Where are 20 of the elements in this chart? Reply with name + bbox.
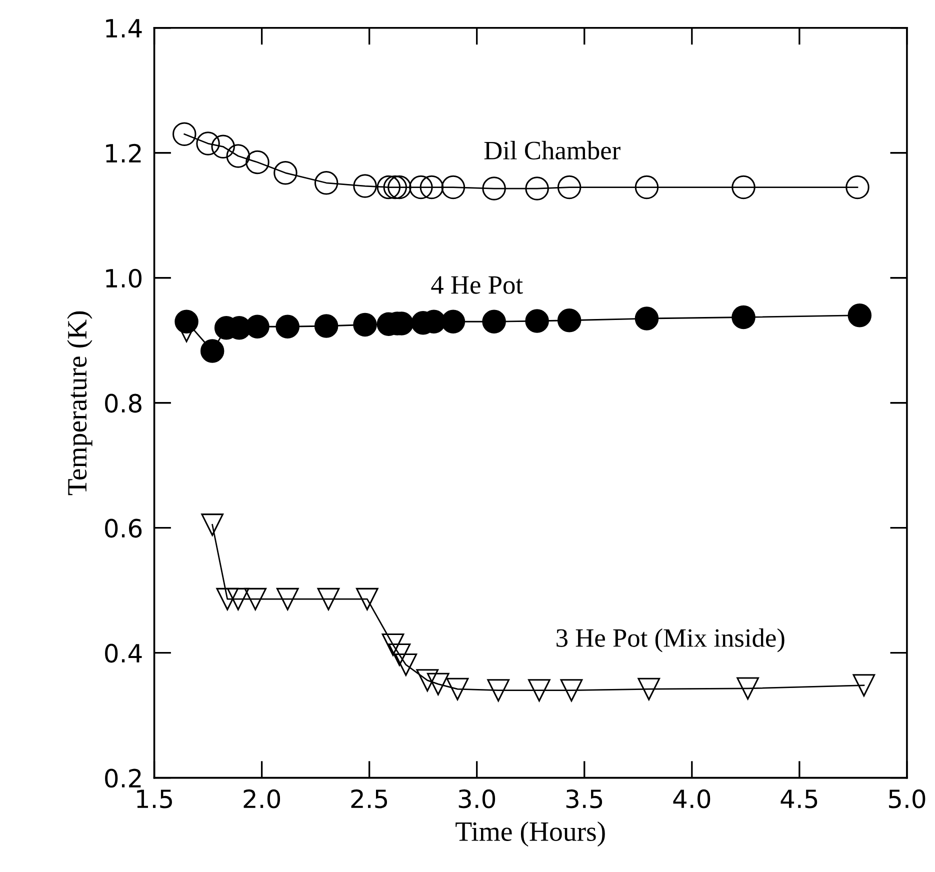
y-tick-label: 0.6 <box>105 518 142 538</box>
x-tick-label: 4.5 <box>780 790 818 808</box>
series-label: 3 He Pot (Mix inside) <box>556 628 784 652</box>
x-tick-label: 1.5 <box>137 790 172 808</box>
y-axis-title: Temperature (K) <box>67 311 92 496</box>
y-tick-label: 0.4 <box>105 644 142 663</box>
x-axis-title: Time (Hours) <box>456 821 605 847</box>
series-label: Dil Chamber <box>484 140 620 160</box>
x-tick-label: 2.5 <box>351 789 388 808</box>
x-tick-label: 5.0 <box>889 789 926 808</box>
y-tick-label: 1.4 <box>106 19 142 38</box>
x-tick-label: 2.0 <box>244 789 280 808</box>
y-tick-label: 1.2 <box>106 144 141 162</box>
y-tick-label: 0.8 <box>105 394 142 413</box>
x-tick-label: 3.5 <box>566 789 602 808</box>
y-tick-label: 1.0 <box>106 268 142 288</box>
x-tick-label: 4.0 <box>673 789 710 808</box>
series-label: 4 He Pot <box>431 276 523 294</box>
x-tick-label: 3.0 <box>458 789 496 808</box>
y-tick-label: 0.2 <box>105 768 141 788</box>
